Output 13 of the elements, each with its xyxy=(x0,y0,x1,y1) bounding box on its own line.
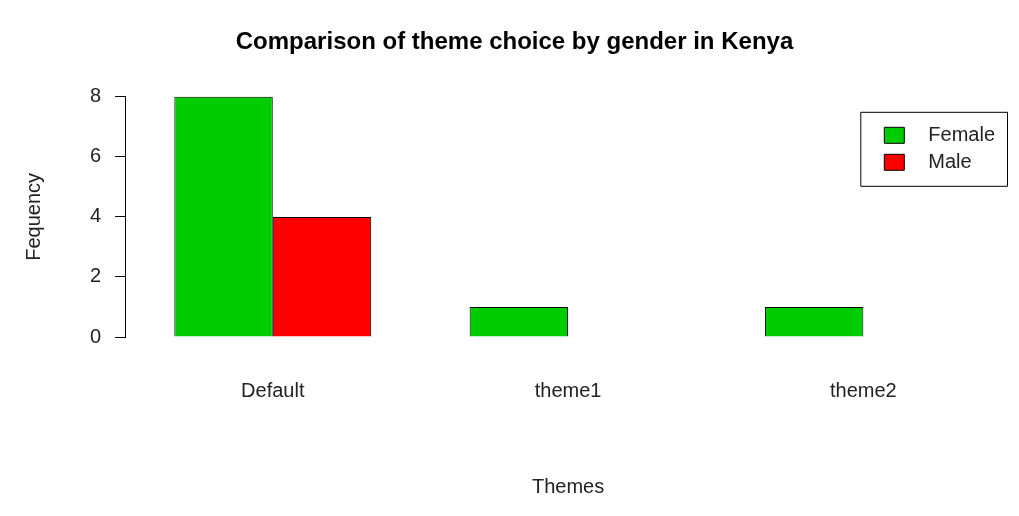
y-tick-label: 0 xyxy=(90,324,102,347)
x-tick-label: theme2 xyxy=(829,378,897,401)
y-tick-label: 2 xyxy=(90,264,102,287)
x-tick-label: Default xyxy=(241,378,305,401)
x-axis-title: Themes xyxy=(531,474,605,497)
y-tick-label: 8 xyxy=(90,84,102,107)
legend-label: Female xyxy=(928,122,996,145)
y-tick-label: 4 xyxy=(90,204,102,227)
x-tick-label: theme1 xyxy=(534,378,602,401)
y-axis-title: Fequency xyxy=(21,172,44,261)
y-tick-label: 6 xyxy=(90,144,102,167)
legend-label: Male xyxy=(928,149,972,172)
chart-title: Comparison of theme choice by gender in Kenya xyxy=(235,27,794,55)
